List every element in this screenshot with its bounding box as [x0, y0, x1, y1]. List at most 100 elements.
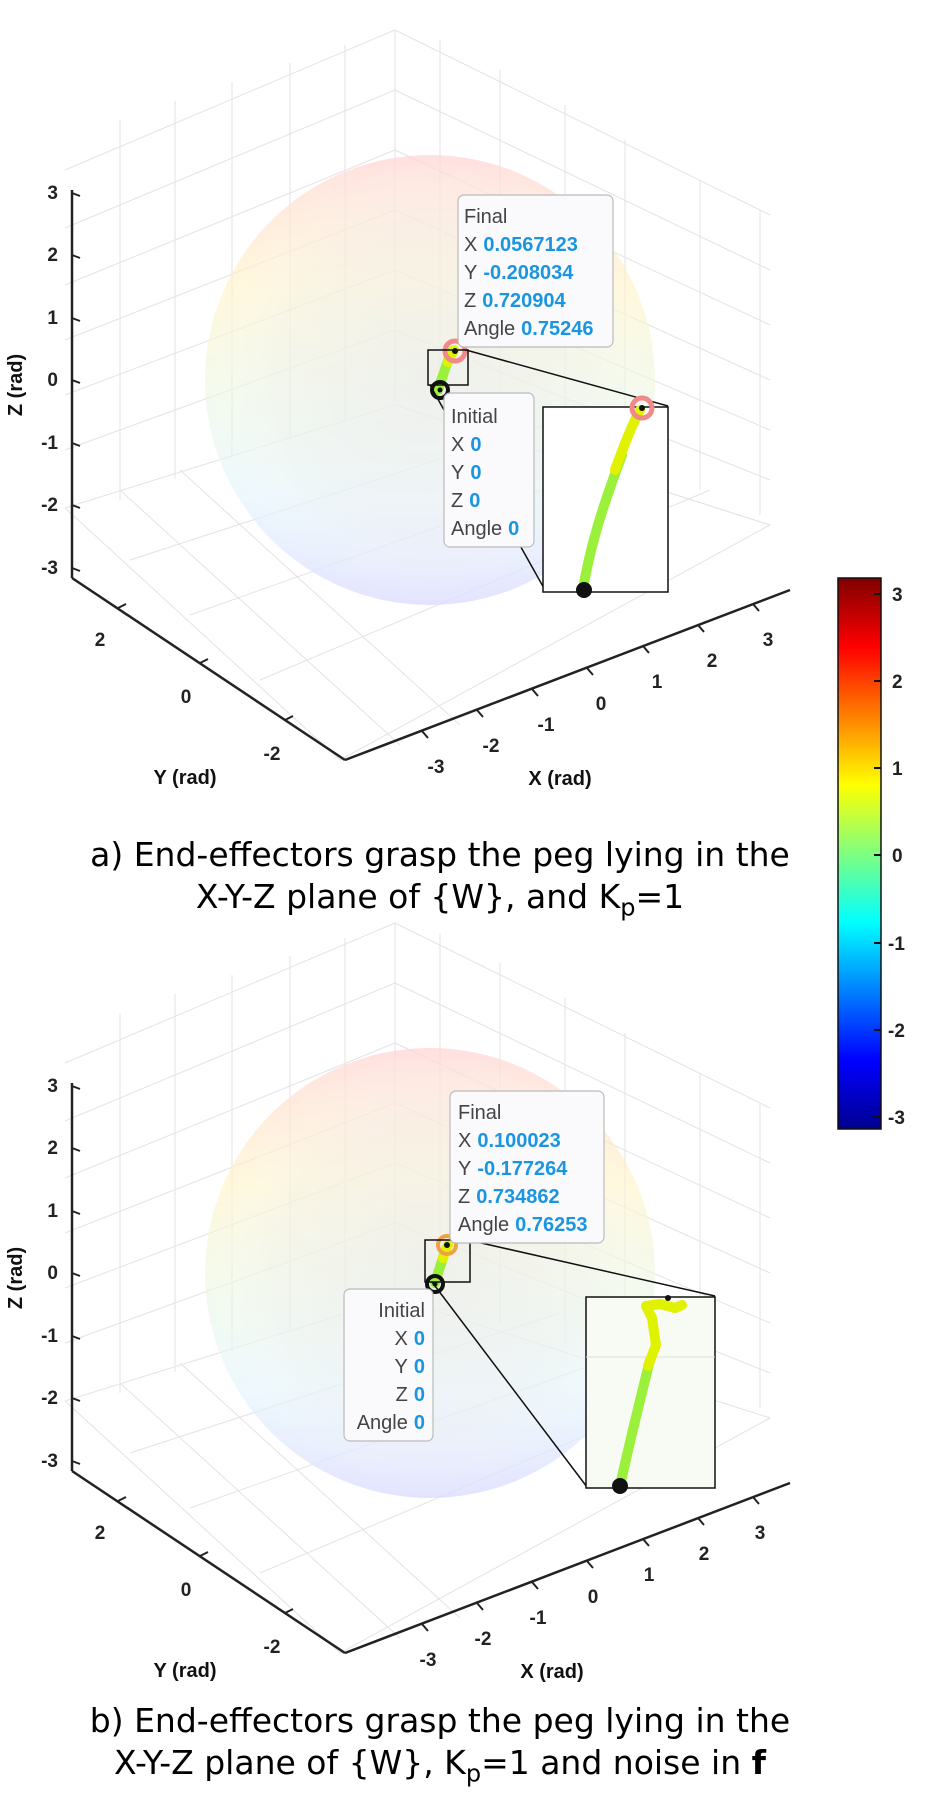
caption-b: b) End-effectors grasp the peg lying in … — [0, 1700, 880, 1795]
z-tick-label: 1 — [47, 1201, 58, 1222]
final-x-value: 0.0567123 — [483, 234, 578, 256]
x-tick-label: -3 — [420, 1650, 437, 1671]
initial-point-dot — [437, 387, 443, 393]
y-axis-ticks: 2 0 -2 — [95, 1496, 294, 1658]
caption-b-subscript: p — [465, 1759, 482, 1788]
caption-b-bold-f: f — [751, 1743, 766, 1782]
svg-text:Z0.720904: Z 0.720904 — [464, 290, 567, 312]
zoom-region — [424, 1239, 471, 1283]
x-tick-label: 0 — [596, 694, 607, 715]
svg-text:Y-0.208034: Y -0.208034 — [464, 262, 574, 284]
final-point-marker[interactable] — [442, 338, 468, 364]
initial-y-key: Y — [451, 462, 464, 484]
initial-y-value: 0 — [414, 1356, 425, 1378]
z-tick-label: 0 — [47, 370, 58, 391]
caption-b-line2: X-Y-Z plane of {W}, Kp=1 and noise in f — [0, 1742, 880, 1795]
y-tick-label: 0 — [181, 1580, 192, 1601]
initial-x-key: X — [395, 1328, 408, 1350]
x-axis-label: X (rad) — [528, 768, 591, 790]
initial-y-value: 0 — [470, 462, 481, 484]
svg-text:Y-0.177264: Y -0.177264 — [458, 1158, 568, 1180]
final-point-marker[interactable] — [436, 1234, 458, 1256]
x-tick-label: -2 — [475, 1629, 492, 1650]
initial-z-key: Z — [396, 1384, 408, 1406]
svg-text:X0.0567123: X 0.0567123 — [464, 234, 578, 256]
initial-y-key: Y — [395, 1356, 408, 1378]
y-tick-label: 2 — [95, 1523, 106, 1544]
final-z-value: 0.720904 — [482, 290, 566, 312]
final-angle-key: Angle — [464, 318, 515, 340]
z-tick-label: -1 — [41, 1326, 58, 1347]
x-axis-ticks: -3 -2 -1 0 1 2 3 — [421, 603, 773, 778]
final-angle-value: 0.75246 — [521, 318, 593, 340]
caption-b-text: X-Y-Z plane of {W}, K — [114, 1743, 466, 1782]
z-tick-label: 3 — [47, 183, 58, 204]
zoom-connector — [465, 349, 669, 407]
caption-a-text: X-Y-Z plane of {W}, and K — [195, 877, 621, 916]
svg-text:Z0: Z0 — [396, 1384, 425, 1406]
final-z-key: Z — [464, 290, 476, 312]
final-x-value: 0.100023 — [477, 1130, 560, 1152]
z-tick-label: -2 — [41, 1388, 58, 1409]
z-tick-label: 1 — [47, 308, 58, 329]
svg-text:Y0: Y0 — [451, 462, 481, 484]
final-point-dot — [452, 348, 458, 354]
y-axis-label: Y (rad) — [154, 1660, 217, 1682]
final-title: Final — [458, 1102, 501, 1124]
x-tick-label: 2 — [707, 651, 718, 672]
initial-title: Initial — [378, 1300, 425, 1322]
z-tick-label: -1 — [41, 433, 58, 454]
y-axis-ticks: 2 0 -2 — [95, 603, 294, 765]
final-datatip[interactable]: Final X 0.0567123 Y -0.208034 Z 0.720904 An… — [457, 194, 614, 348]
colorbar-tick-label: 0 — [892, 846, 903, 867]
final-z-key: Z — [458, 1186, 470, 1208]
z-tick-label: -3 — [41, 558, 58, 579]
initial-angle-key: Angle — [357, 1412, 408, 1434]
z-axis-label: Z (rad) — [5, 1247, 27, 1309]
final-y-value: -0.208034 — [483, 262, 574, 284]
colorbar-tick-label: 3 — [892, 585, 903, 606]
y-tick-label: 0 — [181, 687, 192, 708]
final-y-key: Y — [464, 262, 477, 284]
final-datatip[interactable]: Final X 0.100023 Y -0.177264 Z 0.734862 Ang… — [449, 1090, 605, 1244]
initial-z-key: Z — [451, 490, 463, 512]
initial-x-value: 0 — [470, 434, 481, 456]
initial-z-value: 0 — [414, 1384, 425, 1406]
caption-a-line1: a) End-effectors grasp the peg lying in … — [90, 835, 790, 874]
z-tick-label: 3 — [47, 1076, 58, 1097]
initial-x-value: 0 — [414, 1328, 425, 1350]
final-y-value: -0.177264 — [477, 1158, 568, 1180]
zoom-inset — [585, 1295, 716, 1494]
x-tick-label: 0 — [588, 1587, 599, 1608]
x-tick-label: -1 — [538, 715, 555, 736]
final-x-key: X — [458, 1130, 471, 1152]
colorbar: 3 2 1 0 -1 -2 -3 — [837, 577, 905, 1130]
zoom-inset — [542, 395, 669, 598]
initial-point-marker[interactable] — [425, 1274, 445, 1294]
colorbar-tick-label: 1 — [892, 759, 903, 780]
z-tick-label: -2 — [41, 495, 58, 516]
svg-text:Z0.734862: Z 0.734862 — [458, 1186, 560, 1208]
final-y-key: Y — [458, 1158, 471, 1180]
x-tick-label: 2 — [699, 1544, 710, 1565]
y-tick-label: -2 — [264, 744, 281, 765]
z-axis-ticks: 3 2 1 0 -1 -2 -3 — [41, 183, 81, 579]
zoom-region — [427, 349, 469, 386]
panel-a: 3 2 1 0 -1 -2 -3 Z (rad) 2 0 -2 Y (rad) — [5, 29, 791, 790]
x-tick-label: 3 — [755, 1523, 766, 1544]
z-tick-label: 0 — [47, 1263, 58, 1284]
colorbar-tick-label: -1 — [888, 934, 905, 955]
caption-a: a) End-effectors grasp the peg lying in … — [0, 834, 880, 929]
colorbar-tick-label: 2 — [892, 672, 903, 693]
final-angle-value: 0.76253 — [515, 1214, 587, 1236]
y-tick-label: -2 — [264, 1637, 281, 1658]
final-point-dot — [444, 1242, 450, 1248]
colorbar-tick-label: -2 — [888, 1021, 905, 1042]
initial-angle-value: 0 — [508, 518, 519, 540]
x-tick-label: -3 — [428, 757, 445, 778]
axes-lines — [70, 1083, 791, 1655]
